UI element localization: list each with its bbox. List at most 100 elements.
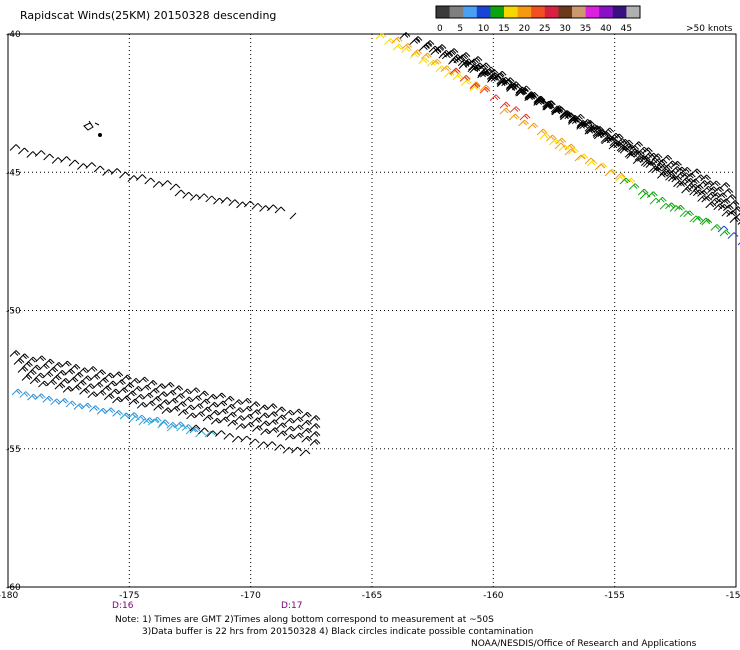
- legend-swatch: [476, 6, 491, 18]
- wind-barb: [671, 160, 682, 168]
- wind-barb: [64, 368, 76, 376]
- wind-barb: [268, 427, 280, 434]
- wind-barb: [112, 409, 123, 417]
- wind-barb: [250, 409, 262, 416]
- wind-barb: [138, 418, 150, 426]
- wind-barb: [86, 366, 98, 373]
- wind-barb: [592, 129, 604, 137]
- wind-barb: [252, 425, 263, 432]
- wind-barb: [459, 75, 471, 82]
- wind-barb: [169, 183, 181, 191]
- wind-barb: [68, 159, 80, 167]
- wind-barb: [632, 157, 644, 165]
- wind-barb: [714, 198, 726, 205]
- wind-barb: [194, 411, 206, 419]
- wind-barb: [651, 153, 663, 161]
- legend-swatch: [463, 6, 478, 18]
- wind-barb: [284, 417, 295, 425]
- wind-barb: [471, 56, 483, 63]
- wind-barb: [392, 43, 404, 51]
- wind-barb: [420, 52, 432, 60]
- wind-barb: [669, 205, 681, 212]
- wind-barb: [142, 392, 154, 400]
- wind-barb: [251, 202, 263, 210]
- wind-barb: [104, 407, 116, 415]
- wind-barb: [138, 376, 149, 384]
- wind-barb: [689, 215, 701, 223]
- wind-barb: [519, 113, 531, 121]
- wind-barb: [197, 193, 209, 201]
- wind-barb: [707, 186, 719, 194]
- lat-tick-label: -60: [6, 583, 21, 593]
- wind-barb: [452, 73, 464, 81]
- wind-barb: [189, 426, 201, 434]
- wind-barb: [51, 157, 63, 164]
- wind-barb: [110, 168, 122, 175]
- wind-barb: [734, 212, 740, 219]
- wind-barb: [275, 414, 287, 422]
- wind-barb: [705, 201, 717, 209]
- wind-barb: [144, 177, 156, 185]
- wind-barb: [159, 399, 171, 406]
- wind-barb: [106, 380, 118, 388]
- wind-barb: [609, 132, 621, 140]
- wind-barb: [710, 192, 722, 199]
- wind-barb: [151, 395, 162, 403]
- wind-barb: [9, 144, 21, 151]
- wind-barb: [600, 136, 612, 143]
- wind-barb: [216, 400, 228, 408]
- wind-barb: [577, 153, 589, 161]
- wind-barb: [13, 358, 25, 365]
- legend-tick-label: 20: [519, 24, 531, 34]
- wind-barb: [9, 350, 21, 357]
- wind-barb: [241, 405, 253, 413]
- wind-barb: [539, 132, 551, 140]
- lat-tick-label: -40: [6, 30, 21, 40]
- wind-barb: [634, 153, 646, 161]
- wind-barb: [220, 197, 232, 204]
- wind-barb: [153, 403, 165, 411]
- wind-barb: [440, 65, 452, 73]
- wind-barb: [479, 86, 491, 94]
- wind-barb: [292, 408, 304, 416]
- wind-barb: [58, 398, 69, 405]
- legend-swatch: [558, 6, 573, 18]
- wind-barb: [228, 199, 240, 206]
- wind-barb: [140, 384, 152, 392]
- wind-barb: [461, 79, 472, 86]
- legend-swatch: [544, 6, 559, 18]
- wind-barb: [42, 395, 54, 403]
- wind-barb: [26, 151, 38, 158]
- wind-barb: [675, 166, 687, 174]
- wind-barb: [276, 422, 287, 430]
- wind-barb: [665, 173, 676, 181]
- lat-tick-label: -45: [6, 168, 21, 178]
- wind-barb: [155, 383, 167, 390]
- wind-barb: [536, 98, 547, 106]
- wind-barb: [632, 141, 644, 148]
- wind-barb: [157, 421, 169, 429]
- legend-tick-label: 40: [600, 24, 612, 34]
- contamination-circle: [98, 133, 102, 137]
- wind-barb: [609, 139, 621, 147]
- legend-swatch: [449, 6, 464, 18]
- wind-barb: [18, 147, 29, 155]
- wind-barb: [121, 374, 132, 382]
- wind-barb: [71, 384, 82, 392]
- wind-barb: [729, 216, 740, 223]
- wind-barb: [423, 40, 435, 47]
- wind-barb: [656, 196, 667, 204]
- wind-barb: [701, 218, 713, 226]
- wind-barb: [309, 423, 321, 430]
- wind-barb: [309, 415, 321, 422]
- wind-barb: [258, 412, 270, 420]
- wind-barb: [157, 391, 169, 398]
- wind-barb: [673, 180, 684, 188]
- wind-barb: [654, 163, 665, 170]
- wind-barb: [208, 401, 219, 409]
- wind-barb: [727, 232, 739, 239]
- note-line-3: NOAA/NESDIS/Office of Research and Appli…: [471, 639, 697, 649]
- wind-barb: [479, 84, 491, 92]
